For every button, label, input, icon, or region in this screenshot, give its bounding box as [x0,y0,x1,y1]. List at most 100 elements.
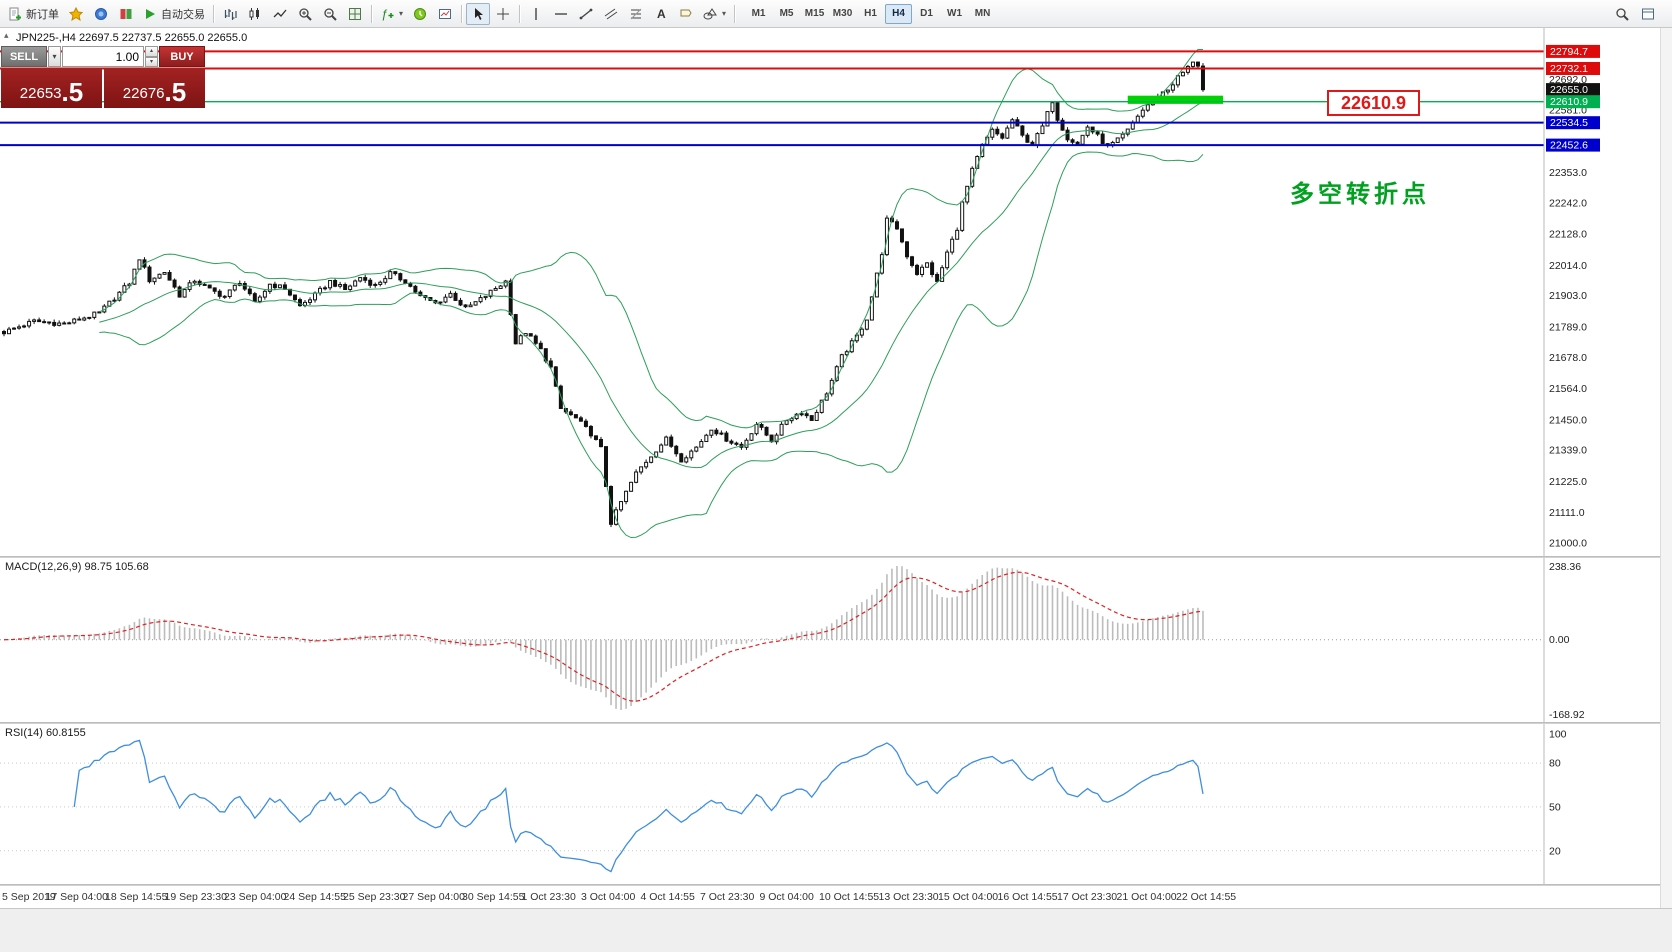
bar-chart-icon [224,8,237,20]
timeframe-d1[interactable]: D1 [913,4,940,24]
sell-button[interactable]: SELL [1,46,47,67]
market-icon [120,8,132,19]
svg-text:21678.0: 21678.0 [1549,352,1587,364]
date-label: 18 Sep 14:55 [105,891,168,903]
shapes-icon [703,7,717,19]
date-label: 15 Oct 04:00 [938,891,999,903]
chart-candles-button[interactable] [243,3,267,25]
fibonacci-icon [630,8,642,19]
toolbar-separator [461,4,463,23]
chart-bars-button[interactable] [218,3,242,25]
fibonacci-tool-button[interactable] [624,3,648,25]
svg-text:238.36: 238.36 [1549,561,1581,573]
channel-tool-button[interactable] [599,3,623,25]
svg-text:22794.7: 22794.7 [1550,46,1588,58]
sell-price-display[interactable]: 22653.5 [1,68,102,108]
price-annotation-label[interactable]: 22610.9 [1327,90,1420,116]
volume-increase-button[interactable]: ▴ [145,46,158,57]
svg-text:22452.6: 22452.6 [1550,140,1588,152]
crosshair-tool-button[interactable] [491,3,515,25]
one-click-collapse-icon[interactable]: ▴ [4,30,9,40]
indicators-button[interactable]: ƒ ▾ [376,3,407,25]
new-order-button[interactable]: 新订单 [4,3,63,25]
zoom-out-icon [324,7,337,21]
search-button[interactable] [1610,3,1634,25]
volume-input[interactable] [62,46,144,67]
sell-price-pips: .5 [61,77,84,107]
timeframe-m15[interactable]: M15 [801,4,828,24]
globe-icon [95,7,107,20]
svg-text:22692.0: 22692.0 [1549,74,1587,86]
sell-price-value: 22653 [19,85,62,102]
date-label: 13 Oct 23:30 [878,891,939,903]
zoom-out-button[interactable] [318,3,342,25]
volume-decrease-button[interactable]: ▾ [145,56,158,67]
buy-price-value: 22676 [122,85,165,102]
auto-trading-button[interactable]: 自动交易 [139,3,209,25]
timeframe-m1[interactable]: M1 [745,4,772,24]
search-icon [1616,7,1629,21]
trendline-tool-button[interactable] [574,3,598,25]
clock-icon [414,7,427,20]
macd-panel[interactable]: 238.36 0.00 -168.92 MACD(12,26,9) 98.75 10… [0,558,1660,722]
crosshair-icon [497,7,510,20]
timeframe-mn[interactable]: MN [969,4,996,24]
date-label: 25 Sep 23:30 [343,891,406,903]
rsi-chart[interactable]: 100 80 50 20 [0,724,1660,884]
buy-price-display[interactable]: 22676.5 [104,68,205,108]
volume-dropdown-button[interactable]: ▾ [48,46,61,67]
svg-text:21225.0: 21225.0 [1549,476,1587,488]
timeframe-w1[interactable]: W1 [941,4,968,24]
tile-windows-icon [349,7,361,20]
price-chart-panel[interactable]: 22692.0 22581.0 22353.0 22242.0 22128.0 22014… [0,28,1660,556]
new-order-label: 新订单 [26,8,59,21]
date-label: 17 Oct 23:30 [1057,891,1118,903]
svg-text:22353.0: 22353.0 [1549,167,1587,179]
svg-text:22128.0: 22128.0 [1549,229,1587,241]
timeframe-h1[interactable]: H1 [857,4,884,24]
text-tool-button[interactable]: A [649,3,673,25]
label-tool-button[interactable] [674,3,698,25]
cursor-tool-button[interactable] [466,2,491,25]
svg-text:22014.0: 22014.0 [1549,260,1587,272]
text-icon: A [657,7,666,21]
timeframe-toolbar: M1 M5 M15 M30 H1 H4 D1 W1 MN [745,3,996,24]
new-order-icon [9,7,21,20]
timeframe-m30[interactable]: M30 [829,4,856,24]
panel-splitter[interactable] [0,556,1672,558]
panels-button[interactable] [1636,3,1660,25]
rsi-panel[interactable]: 100 80 50 20 RSI(14) 60.8155 [0,724,1660,884]
chart-settings-button[interactable] [433,3,457,25]
cursor-icon [475,7,484,20]
favorites-button[interactable] [64,3,88,25]
time-axis[interactable]: 5 Sep 2019 17 Sep 04:00 18 Sep 14:55 19 Sep… [0,886,1660,908]
svg-text:21903.0: 21903.0 [1549,290,1587,302]
panel-splitter[interactable] [0,722,1672,724]
horizontal-line-icon [555,12,568,15]
trend-annotation-text[interactable]: 多空转折点 [1290,181,1430,208]
svg-text:21000.0: 21000.0 [1549,538,1587,550]
svg-text:80: 80 [1549,758,1561,770]
timeframe-m5[interactable]: M5 [773,4,800,24]
timeframe-h4[interactable]: H4 [885,3,913,24]
chart-line-button[interactable] [268,3,292,25]
market-button[interactable] [114,3,138,25]
vertical-scrollbar[interactable] [1660,28,1672,908]
buy-button[interactable]: BUY [159,46,205,67]
tile-windows-button[interactable] [343,3,367,25]
shapes-tool-button[interactable]: ▾ [699,3,730,25]
rsi-label: RSI(14) 60.8155 [5,727,86,739]
svg-text:21789.0: 21789.0 [1549,321,1587,333]
macd-chart[interactable]: 238.36 0.00 -168.92 [0,558,1660,722]
community-button[interactable] [89,3,113,25]
candlestick-chart[interactable]: 22692.022581.022353.022242.022128.022014… [0,28,1660,556]
date-label: 3 Oct 04:00 [581,891,636,903]
svg-text:21450.0: 21450.0 [1549,414,1587,426]
horizontal-line-tool-button[interactable] [549,3,573,25]
svg-text:22610.9: 22610.9 [1550,96,1588,108]
zoom-in-button[interactable] [293,3,317,25]
toolbar-right-group [1610,3,1668,25]
panel-splitter[interactable] [0,884,1672,886]
period-clock-button[interactable] [408,3,432,25]
vertical-line-tool-button[interactable] [524,3,548,25]
